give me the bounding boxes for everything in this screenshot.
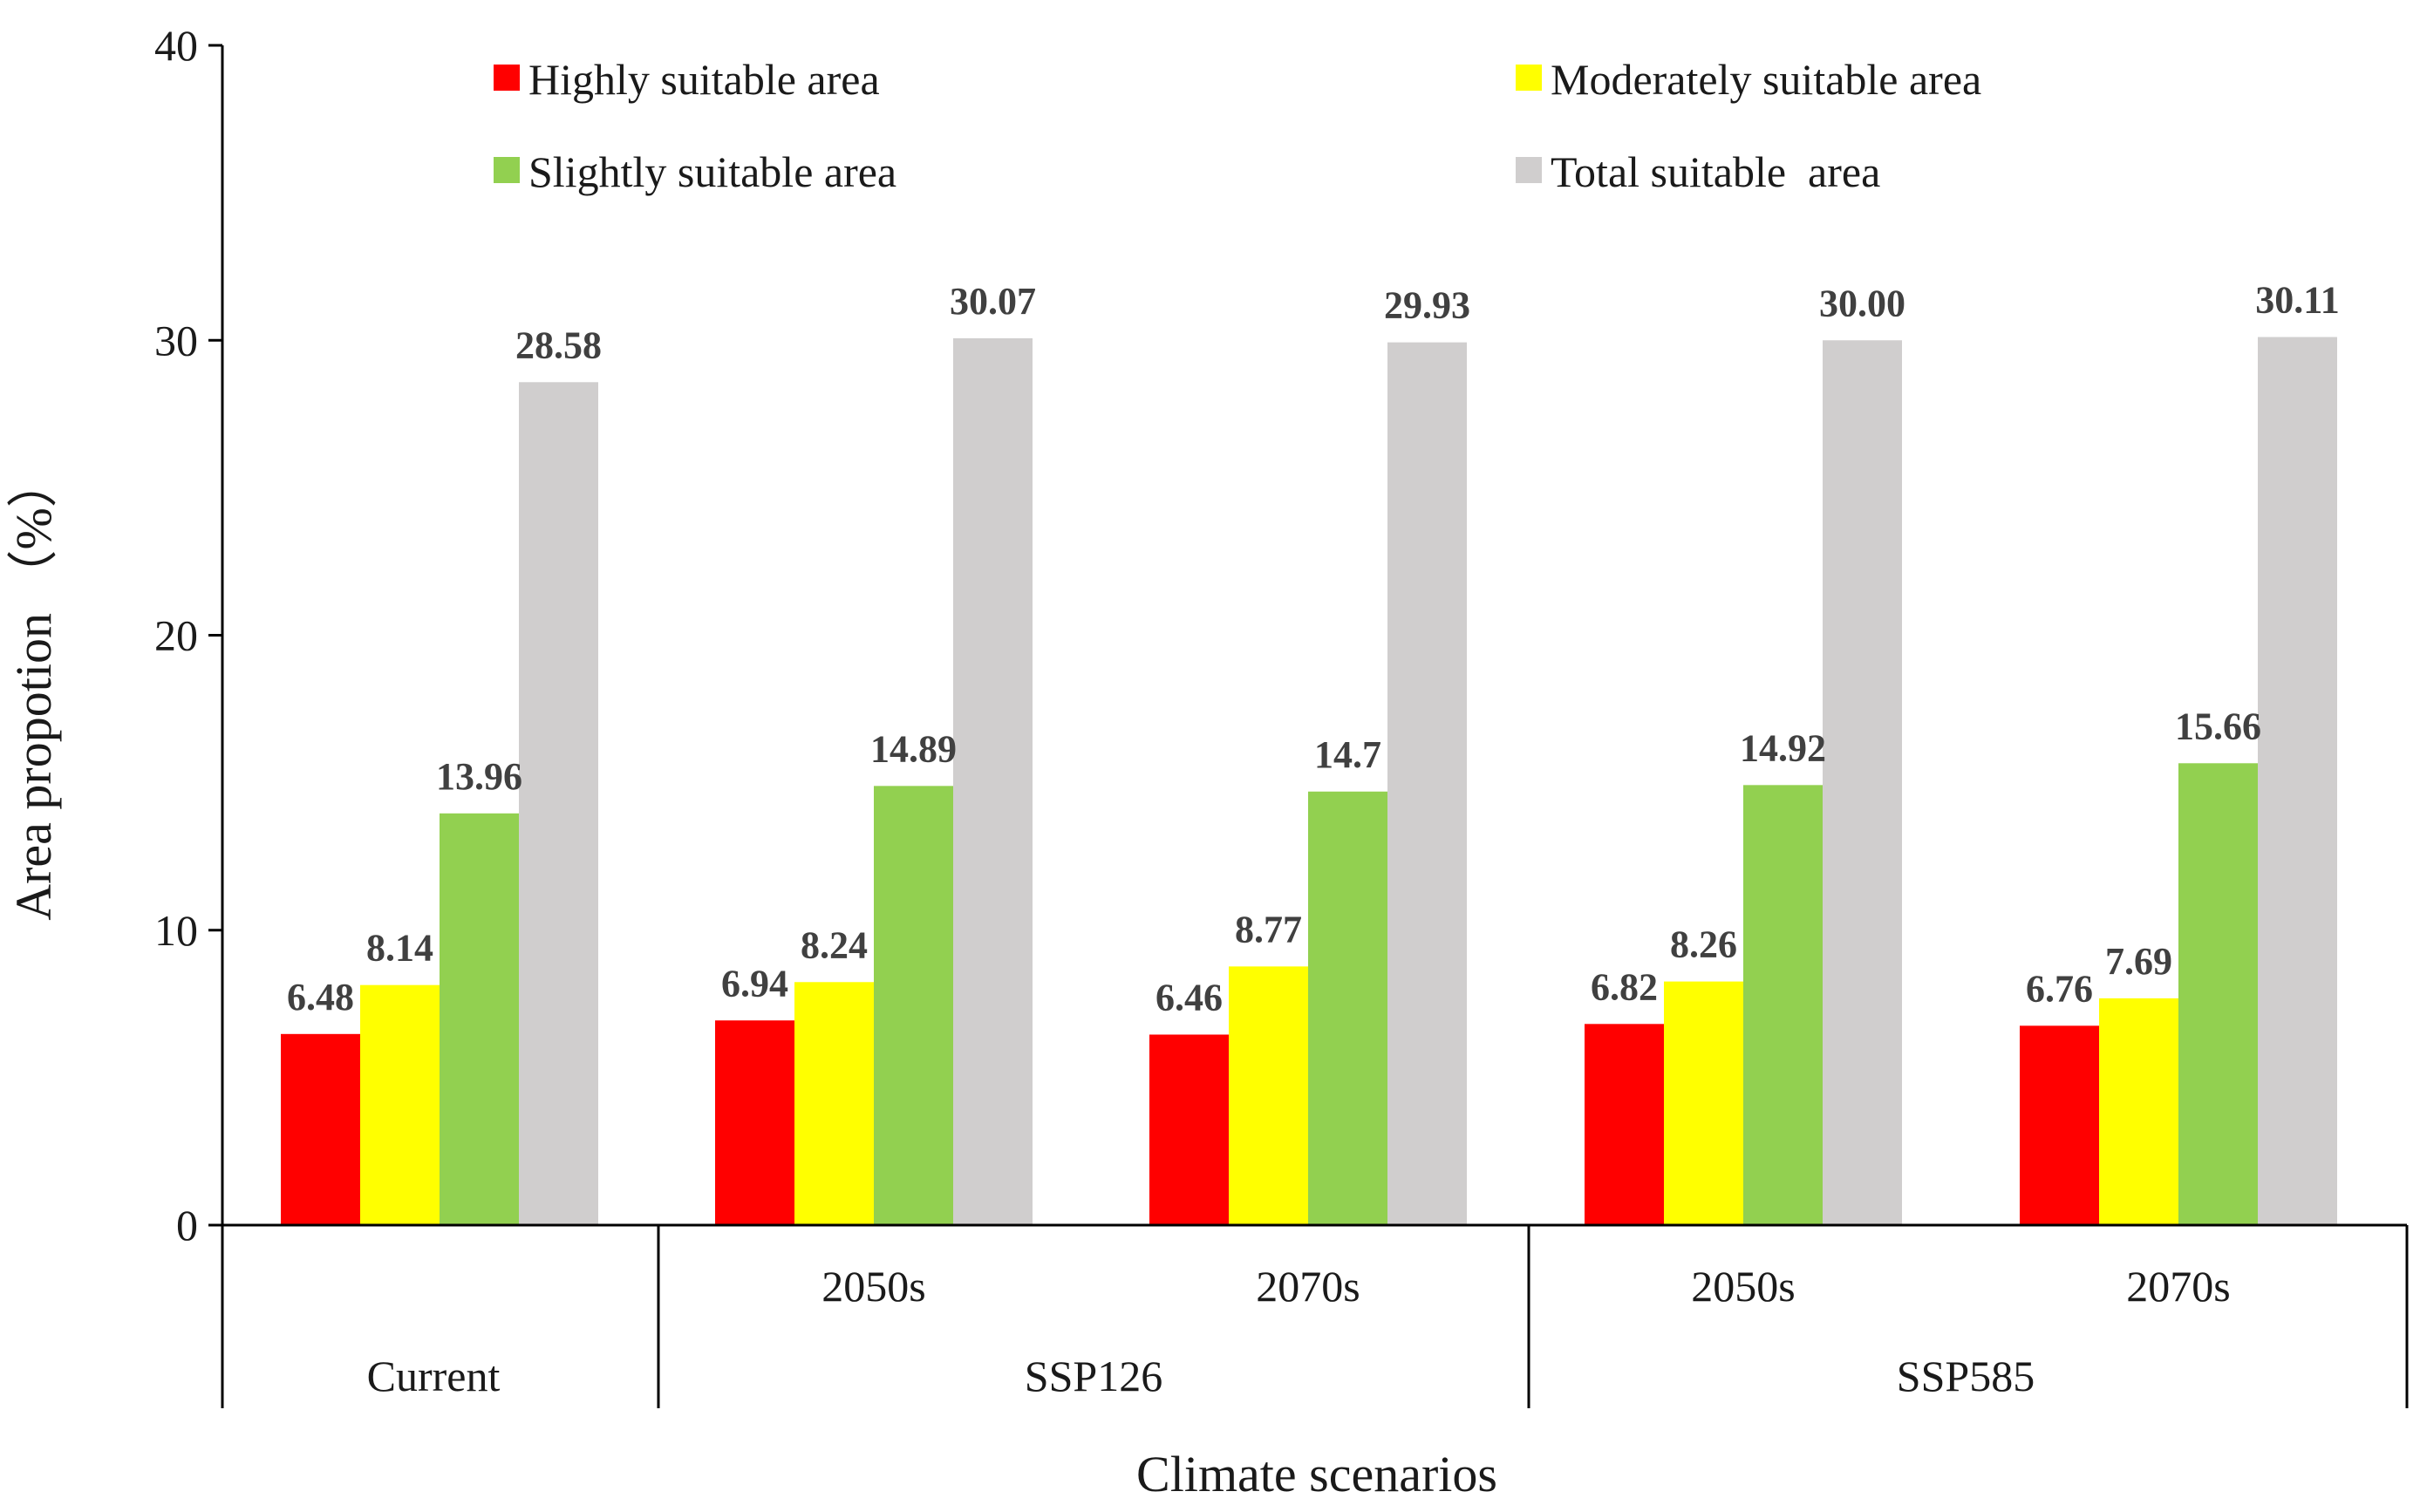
legend-label: Highly suitable area	[528, 55, 880, 104]
x-group-label: SSP585	[1897, 1352, 2035, 1400]
data-label: 6.94	[721, 962, 788, 1005]
y-tick-label: 20	[154, 611, 198, 660]
legend-label: Total suitable area	[1551, 147, 1880, 196]
x-group-label: SSP126	[1025, 1352, 1162, 1400]
data-label: 30.07	[950, 280, 1036, 323]
bar	[874, 786, 953, 1225]
data-label: 30.11	[2255, 279, 2340, 322]
bar	[2020, 1025, 2099, 1225]
data-label: 30.00	[1819, 282, 1905, 324]
bar	[519, 382, 598, 1225]
x-category-label: 2070s	[1256, 1262, 1360, 1311]
y-tick-label: 30	[154, 316, 198, 364]
data-label: 6.46	[1155, 976, 1223, 1018]
bar	[794, 982, 874, 1225]
data-label: 28.58	[515, 324, 602, 366]
y-tick-label: 10	[154, 906, 198, 955]
x-axis-title: Climate scenarios	[1136, 1446, 1497, 1502]
bar	[1664, 981, 1743, 1225]
bar	[360, 984, 440, 1225]
y-tick-label: 40	[154, 21, 198, 70]
bar	[1823, 340, 1902, 1225]
x-group-label: Current	[367, 1352, 501, 1400]
bar-area	[281, 337, 2337, 1225]
bar	[1229, 966, 1308, 1225]
bar	[440, 813, 519, 1225]
y-axis-title: Area propotion （%）	[5, 457, 62, 921]
legend: Highly suitable area Moderately suitable …	[494, 55, 1981, 196]
bar	[1585, 1024, 1664, 1225]
bar	[2099, 998, 2178, 1225]
data-label: 6.82	[1591, 965, 1658, 1008]
data-label: 14.89	[870, 727, 957, 770]
data-label: 14.7	[1314, 733, 1381, 776]
y-axis: 0 10 20 30 40	[154, 21, 224, 1250]
bar	[1308, 791, 1387, 1225]
bar	[2178, 763, 2258, 1225]
data-label: 8.77	[1235, 908, 1302, 950]
legend-label: Moderately suitable area	[1551, 55, 1981, 104]
data-label: 15.66	[2175, 705, 2261, 747]
data-label: 14.92	[1740, 726, 1826, 769]
bar	[2258, 337, 2337, 1225]
x-axis: 2050s 2070s 2050s 2070s Current SSP126 SSP585	[221, 1223, 2409, 1408]
bar	[1387, 342, 1467, 1225]
data-label: 8.14	[366, 927, 433, 970]
legend-swatch	[494, 65, 520, 91]
x-category-label: 2050s	[1691, 1262, 1795, 1311]
data-label: 7.69	[2105, 940, 2172, 983]
x-category-label: 2050s	[821, 1262, 925, 1311]
legend-swatch	[494, 157, 520, 183]
legend-label: Slightly suitable area	[528, 147, 896, 196]
bar	[1743, 785, 1823, 1225]
legend-swatch	[1516, 157, 1542, 183]
data-label: 6.76	[2026, 967, 2093, 1010]
data-labels: 6.48 6.94 6.46 6.82 6.76 8.14 8.24 8.77 8.26 7.69…	[287, 279, 2340, 1019]
data-label: 29.93	[1384, 284, 1470, 327]
legend-swatch	[1516, 65, 1542, 91]
data-label: 8.26	[1670, 923, 1737, 966]
bar	[281, 1033, 360, 1225]
bar	[715, 1020, 794, 1225]
bar	[1149, 1034, 1229, 1225]
data-label: 13.96	[436, 755, 522, 798]
x-category-label: 2070s	[2126, 1262, 2230, 1311]
y-tick-label: 0	[176, 1201, 198, 1250]
bar	[953, 337, 1033, 1225]
data-label: 6.48	[287, 976, 354, 1018]
data-label: 8.24	[801, 923, 868, 966]
